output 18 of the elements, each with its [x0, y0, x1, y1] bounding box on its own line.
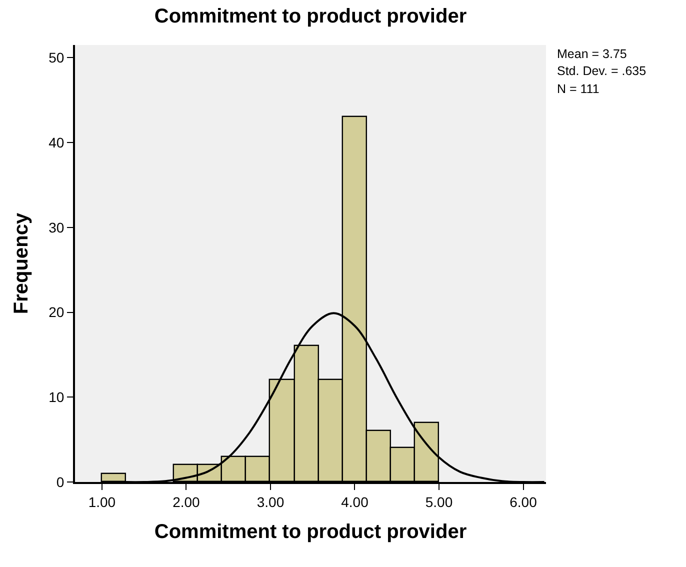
x-tick-label: 2.00 — [172, 494, 200, 510]
y-tick-label: 20 — [48, 304, 64, 320]
x-tick-label: 4.00 — [341, 494, 369, 510]
y-tick-label: 0 — [56, 474, 64, 490]
chart-title: Commitment to product provider — [154, 6, 467, 28]
y-tick-label: 50 — [48, 50, 64, 66]
text: Mean = 3.75 — [557, 47, 627, 61]
x-tick-label: 5.00 — [425, 494, 453, 510]
text: N = 111 — [557, 82, 600, 96]
y-axis-title: Frequency — [10, 212, 33, 314]
text: Std. Dev. = .635 — [557, 64, 646, 78]
x-tick-label: 6.00 — [510, 494, 538, 510]
x-tick-label: 1.00 — [88, 494, 116, 510]
y-tick-label: 10 — [48, 389, 64, 406]
x-axis-title: Commitment to product provider — [154, 520, 467, 543]
x-tick-label: 3.00 — [256, 494, 284, 510]
y-tick-label: 30 — [48, 219, 64, 236]
y-tick-label: 40 — [48, 134, 64, 150]
